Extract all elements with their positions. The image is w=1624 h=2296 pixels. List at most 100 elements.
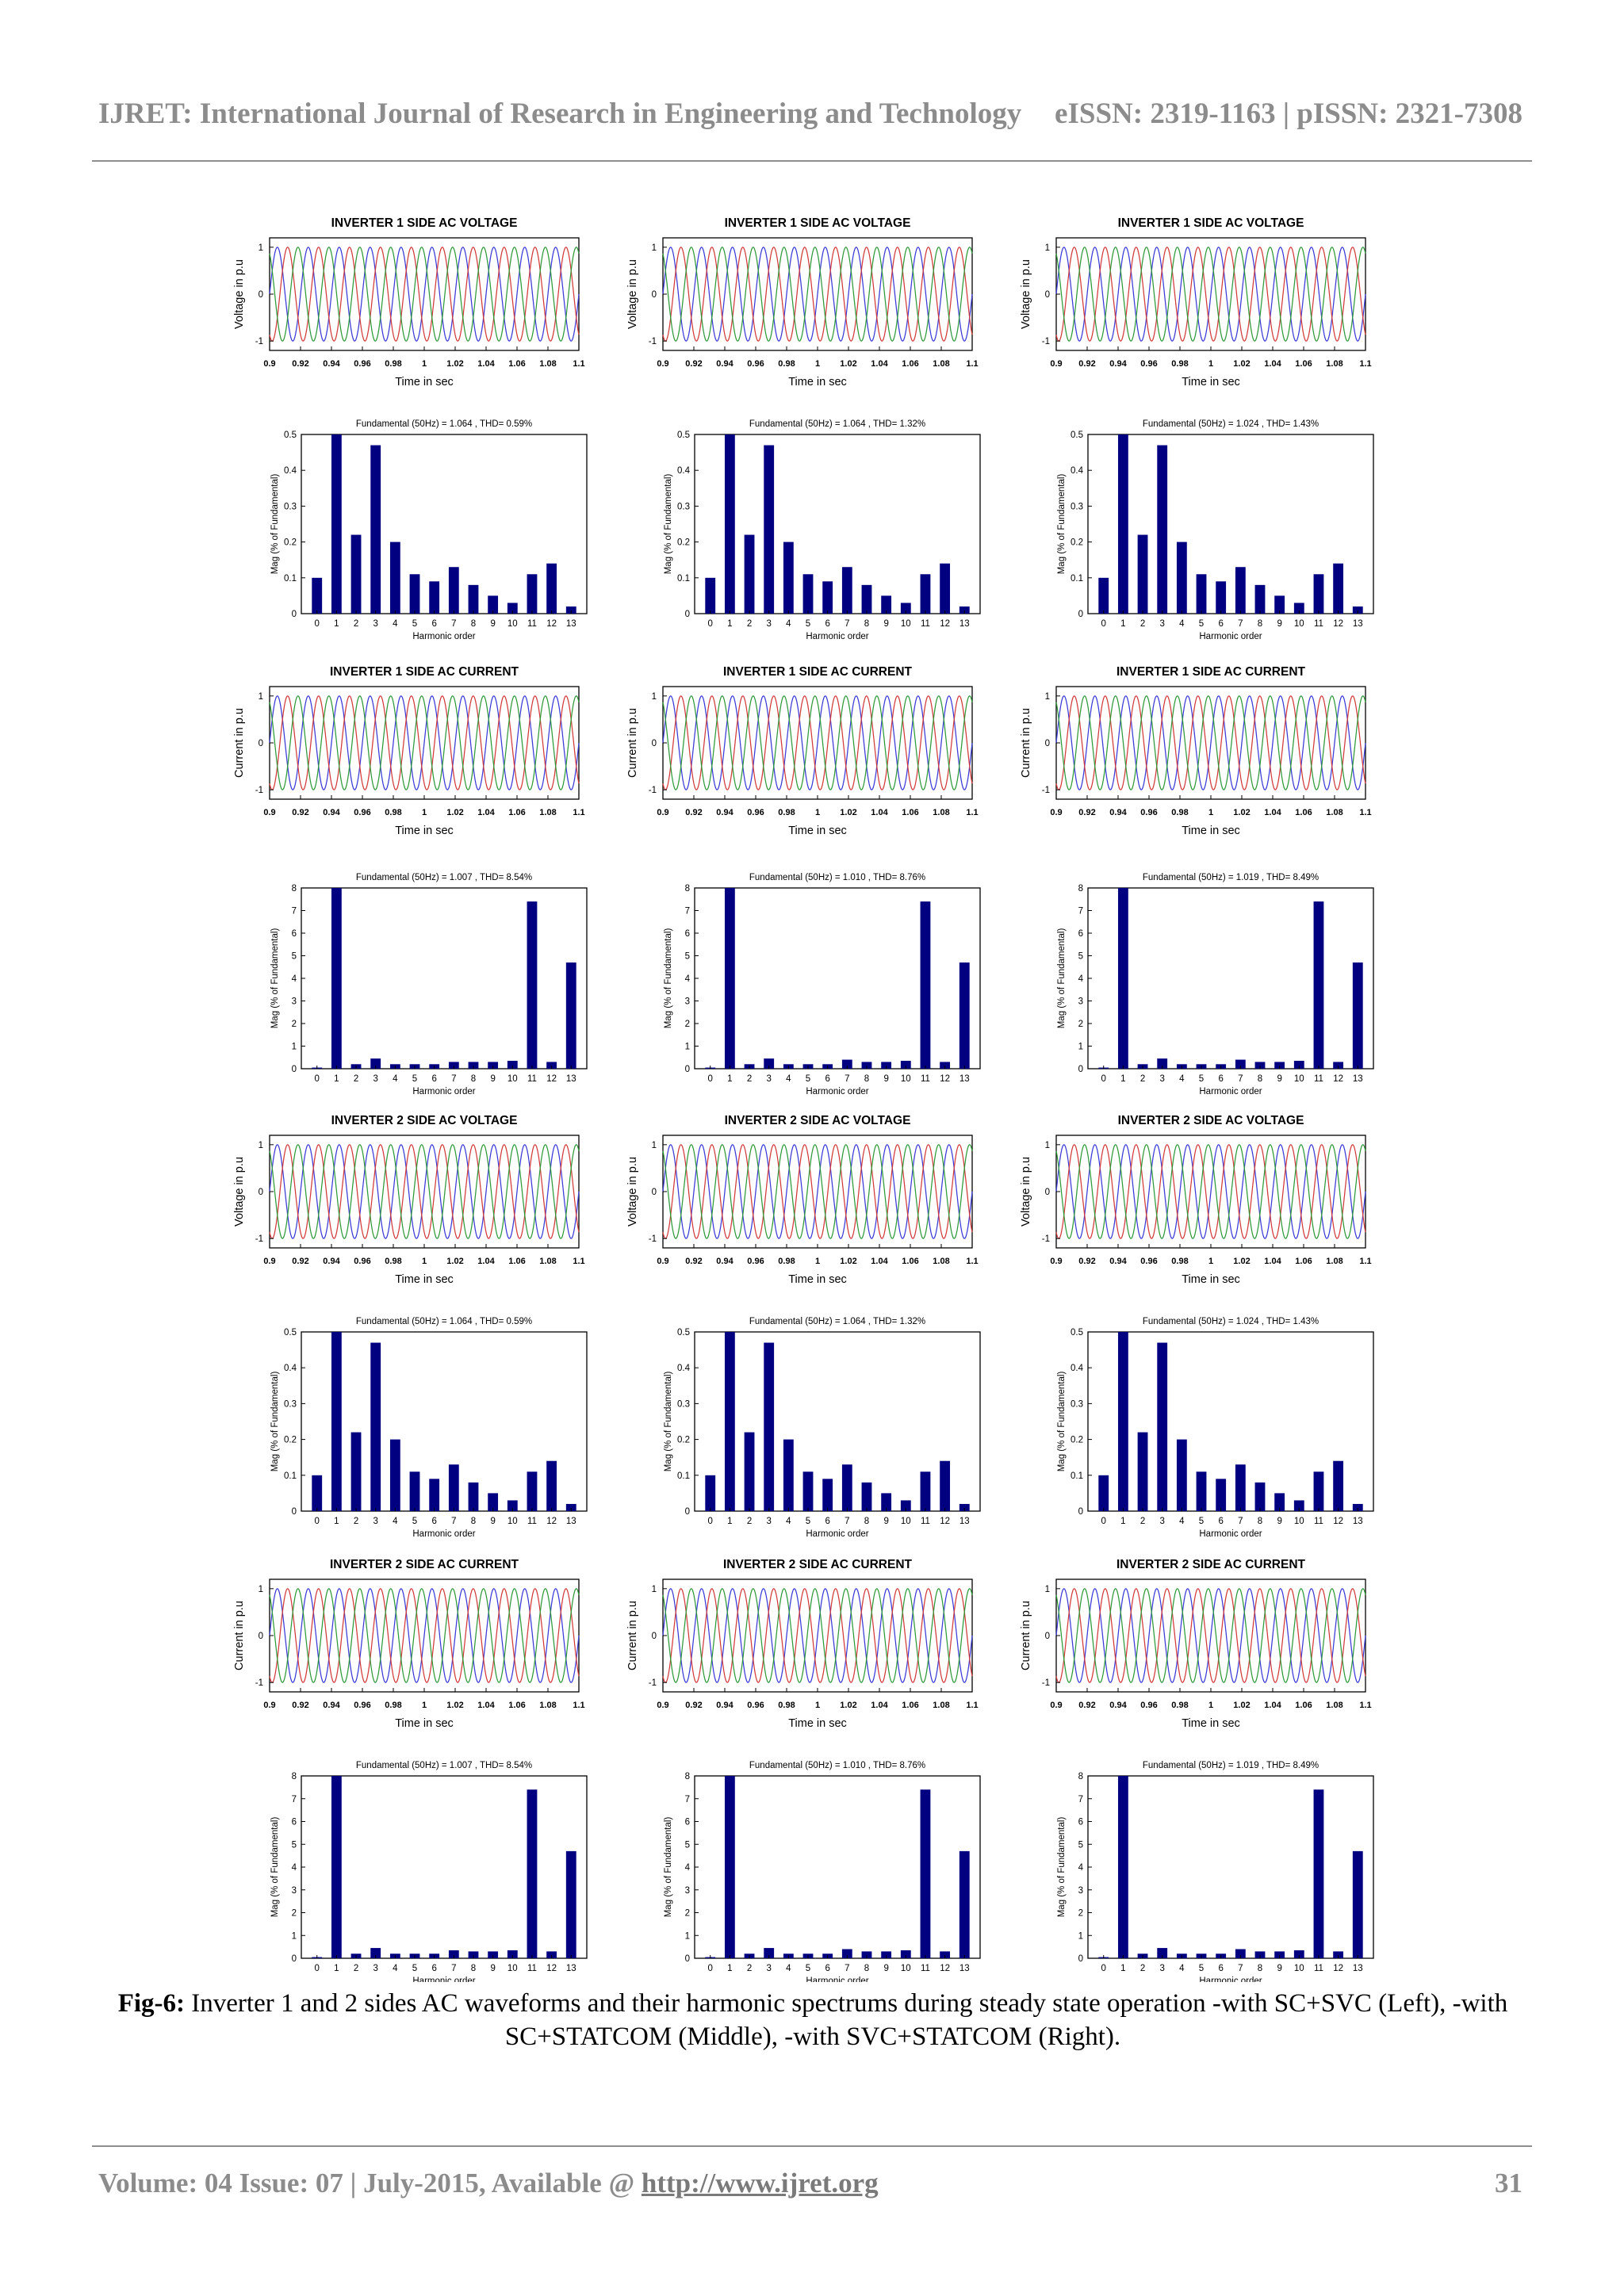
y-tick-label: 8	[292, 1772, 297, 1781]
series-line-1	[1055, 247, 1366, 342]
chart-title: Fundamental (50Hz) = 1.010 , THD= 8.76%	[749, 1761, 925, 1770]
y-tick-label: 0.4	[1071, 466, 1084, 476]
bar-harmonic-3	[764, 1948, 775, 1958]
bar-harmonic-13	[959, 1503, 970, 1511]
x-tick-label: 0.98	[778, 1701, 795, 1710]
bar-harmonic-7	[1235, 1949, 1246, 1958]
waveform-chart-18: INVERTER 2 SIDE AC CURRENT 1 0 -1 0.9 0.92 0.9…	[233, 1558, 585, 1730]
x-tick-label: 9	[490, 1074, 495, 1084]
x-tick-label: 13	[1353, 1074, 1363, 1084]
y-axis-label: Current in p.u	[233, 708, 246, 778]
bar-harmonic-10	[1293, 1950, 1304, 1958]
bar-harmonic-11	[527, 1471, 538, 1511]
x-tick-label: 1.06	[902, 1701, 918, 1710]
plot-frame	[1087, 887, 1374, 1070]
x-tick-label: 2	[747, 1074, 752, 1084]
spectrum-chart-21: Fundamental (50Hz) = 1.007 , THD= 8.54% 0…	[270, 1761, 588, 1982]
x-tick-label: 3	[1159, 1964, 1164, 1973]
journal-link[interactable]: http://www.ijret.org	[641, 2168, 879, 2198]
y-tick-label: 0.5	[1071, 1328, 1083, 1337]
x-axis-label: Time in sec	[1182, 825, 1240, 837]
y-axis-label: Mag (% of Fundamental)	[1057, 1817, 1067, 1918]
x-tick-label: 0.96	[354, 1701, 370, 1710]
x-tick-label: 1.04	[871, 808, 888, 817]
y-tick-label: -1	[1042, 1234, 1050, 1244]
y-tick-label: 5	[1078, 952, 1083, 962]
x-tick-label: 13	[566, 619, 576, 629]
y-axis-label: Voltage in p.u	[1020, 1157, 1032, 1226]
x-tick-label: 1.02	[1233, 359, 1250, 369]
x-tick-label: 11	[527, 1517, 537, 1526]
figure-caption: Fig-6: Inverter 1 and 2 sides AC wavefor…	[103, 1987, 1522, 2053]
y-tick-label: 0.2	[1071, 1436, 1083, 1445]
x-tick-label: 0.96	[747, 1257, 764, 1266]
x-tick-label: 6	[825, 1964, 829, 1973]
x-tick-label: 9	[883, 1517, 888, 1526]
series-line-2	[269, 1144, 580, 1239]
spectrum-chart-9: Fundamental (50Hz) = 1.007 , THD= 8.54% 0…	[270, 873, 588, 1096]
series-line-1	[1055, 1588, 1366, 1683]
y-tick-label: 0	[652, 1632, 657, 1641]
y-tick-label: 0.1	[1071, 1471, 1083, 1481]
x-tick-label: 1	[334, 619, 339, 629]
x-axis-label: Harmonic order	[1199, 632, 1262, 641]
y-tick-label: 1	[259, 243, 263, 253]
y-axis-label: Voltage in p.u	[626, 259, 639, 329]
series-line-3	[269, 247, 580, 342]
y-tick-label: -1	[255, 1678, 263, 1688]
chart-title: Fundamental (50Hz) = 1.010 , THD= 8.76%	[749, 873, 925, 882]
bar-harmonic-12	[940, 563, 951, 614]
y-tick-label: 2	[292, 1909, 297, 1919]
series-line-3	[269, 1144, 580, 1239]
x-tick-label: 1.08	[933, 1257, 949, 1266]
y-tick-label: 0.3	[284, 1399, 297, 1409]
x-tick-label: 11	[921, 1074, 930, 1084]
x-tick-label: 1.04	[871, 359, 888, 369]
y-axis-label: Current in p.u	[1020, 708, 1032, 778]
y-tick-label: 0	[685, 1065, 690, 1074]
spectrum-chart-4: Fundamental (50Hz) = 1.064 , THD= 1.32% 0…	[664, 419, 981, 641]
y-tick-label: -1	[649, 337, 657, 346]
y-tick-label: 4	[685, 1863, 691, 1873]
y-tick-label: 0	[1045, 1188, 1050, 1197]
bar-harmonic-9	[488, 1951, 499, 1958]
x-tick-label: 6	[1218, 1964, 1223, 1973]
y-axis-label: Mag (% of Fundamental)	[270, 474, 280, 575]
x-tick-label: 0.96	[354, 808, 370, 817]
y-tick-label: 0.1	[284, 1471, 297, 1481]
x-tick-label: 5	[806, 619, 810, 629]
waveform-chart-6: INVERTER 1 SIDE AC CURRENT 1 0 -1 0.9 0.92 0.9…	[233, 665, 585, 837]
y-tick-label: 5	[292, 952, 297, 962]
bar-harmonic-5	[802, 574, 814, 614]
x-tick-label: 7	[845, 1517, 849, 1526]
bar-harmonic-1	[331, 1332, 342, 1511]
x-tick-label: 6	[431, 1074, 436, 1084]
chart-title: INVERTER 1 SIDE AC VOLTAGE	[331, 216, 518, 230]
x-tick-label: 0	[708, 1074, 713, 1084]
x-axis-label: Time in sec	[788, 1273, 847, 1286]
x-tick-label: 3	[373, 1964, 377, 1973]
y-tick-label: 0	[292, 1507, 297, 1517]
chart-title: INVERTER 2 SIDE AC CURRENT	[723, 1558, 913, 1571]
x-tick-label: 10	[901, 1964, 911, 1973]
x-tick-label: 10	[508, 1964, 518, 1973]
bar-harmonic-1	[724, 1776, 735, 1958]
bar-harmonic-12	[940, 1951, 951, 1958]
x-tick-label: 0.94	[1109, 808, 1127, 817]
x-tick-label: 1	[422, 808, 427, 817]
x-axis-label: Time in sec	[395, 376, 454, 388]
y-tick-label: -1	[649, 1678, 657, 1688]
bar-harmonic-6	[429, 1479, 440, 1511]
series-line-1	[662, 247, 973, 342]
series-line-2	[662, 247, 973, 342]
x-tick-label: 1.04	[477, 1257, 495, 1266]
x-tick-label: 0.9	[1050, 1701, 1062, 1710]
bar-harmonic-0	[1098, 577, 1109, 614]
series-line-1	[269, 1144, 580, 1239]
x-axis-label: Harmonic order	[806, 632, 868, 641]
x-tick-label: 3	[766, 1074, 771, 1084]
x-tick-label: 10	[1294, 1964, 1304, 1973]
x-tick-label: 10	[508, 619, 518, 629]
x-tick-label: 4	[786, 619, 791, 629]
x-tick-label: 12	[1333, 1964, 1343, 1973]
